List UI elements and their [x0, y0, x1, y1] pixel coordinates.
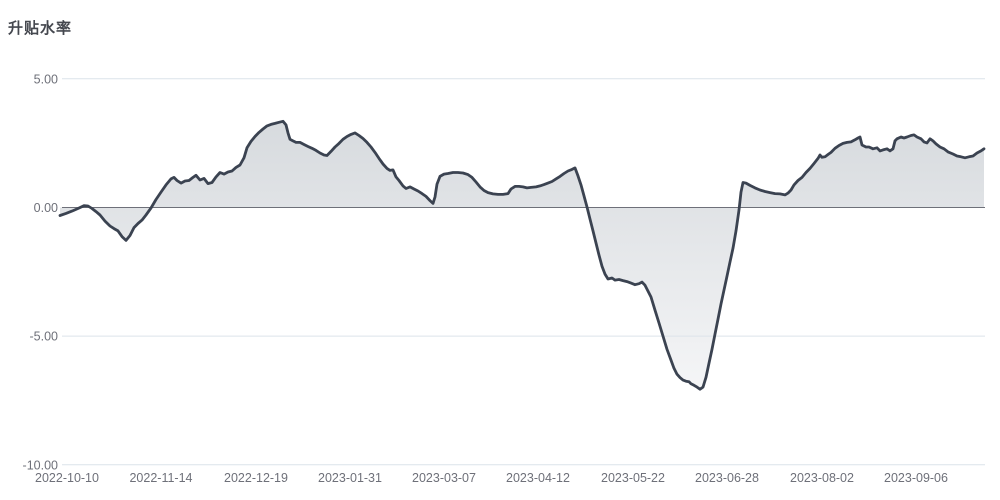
x-axis-tick-label: 2022-12-19 [224, 471, 288, 485]
series-area [60, 121, 984, 390]
x-axis-tick-label: 2023-04-12 [506, 471, 570, 485]
y-axis-tick-label: -5.00 [30, 330, 59, 344]
x-axis-tick-label: 2022-11-14 [129, 471, 192, 485]
series-line [58, 119, 986, 391]
x-axis-tick-label: 2023-01-31 [318, 471, 382, 485]
x-axis-tick-label: 2023-09-06 [884, 471, 948, 485]
y-axis-tick-label: 5.00 [34, 72, 58, 86]
y-axis-tick-label: -10.00 [23, 458, 58, 472]
x-axis-tick-label: 2023-08-02 [790, 471, 854, 485]
x-axis-tick-label: 2023-06-28 [695, 471, 759, 485]
x-axis-tick-label: 2023-03-07 [412, 471, 476, 485]
chart-title: 升贴水率 [8, 20, 73, 37]
x-axis-tick-label: 2022-10-10 [35, 471, 99, 485]
y-axis-tick-label: 0.00 [34, 201, 58, 215]
x-axis-tick-label: 2023-05-22 [601, 471, 665, 485]
